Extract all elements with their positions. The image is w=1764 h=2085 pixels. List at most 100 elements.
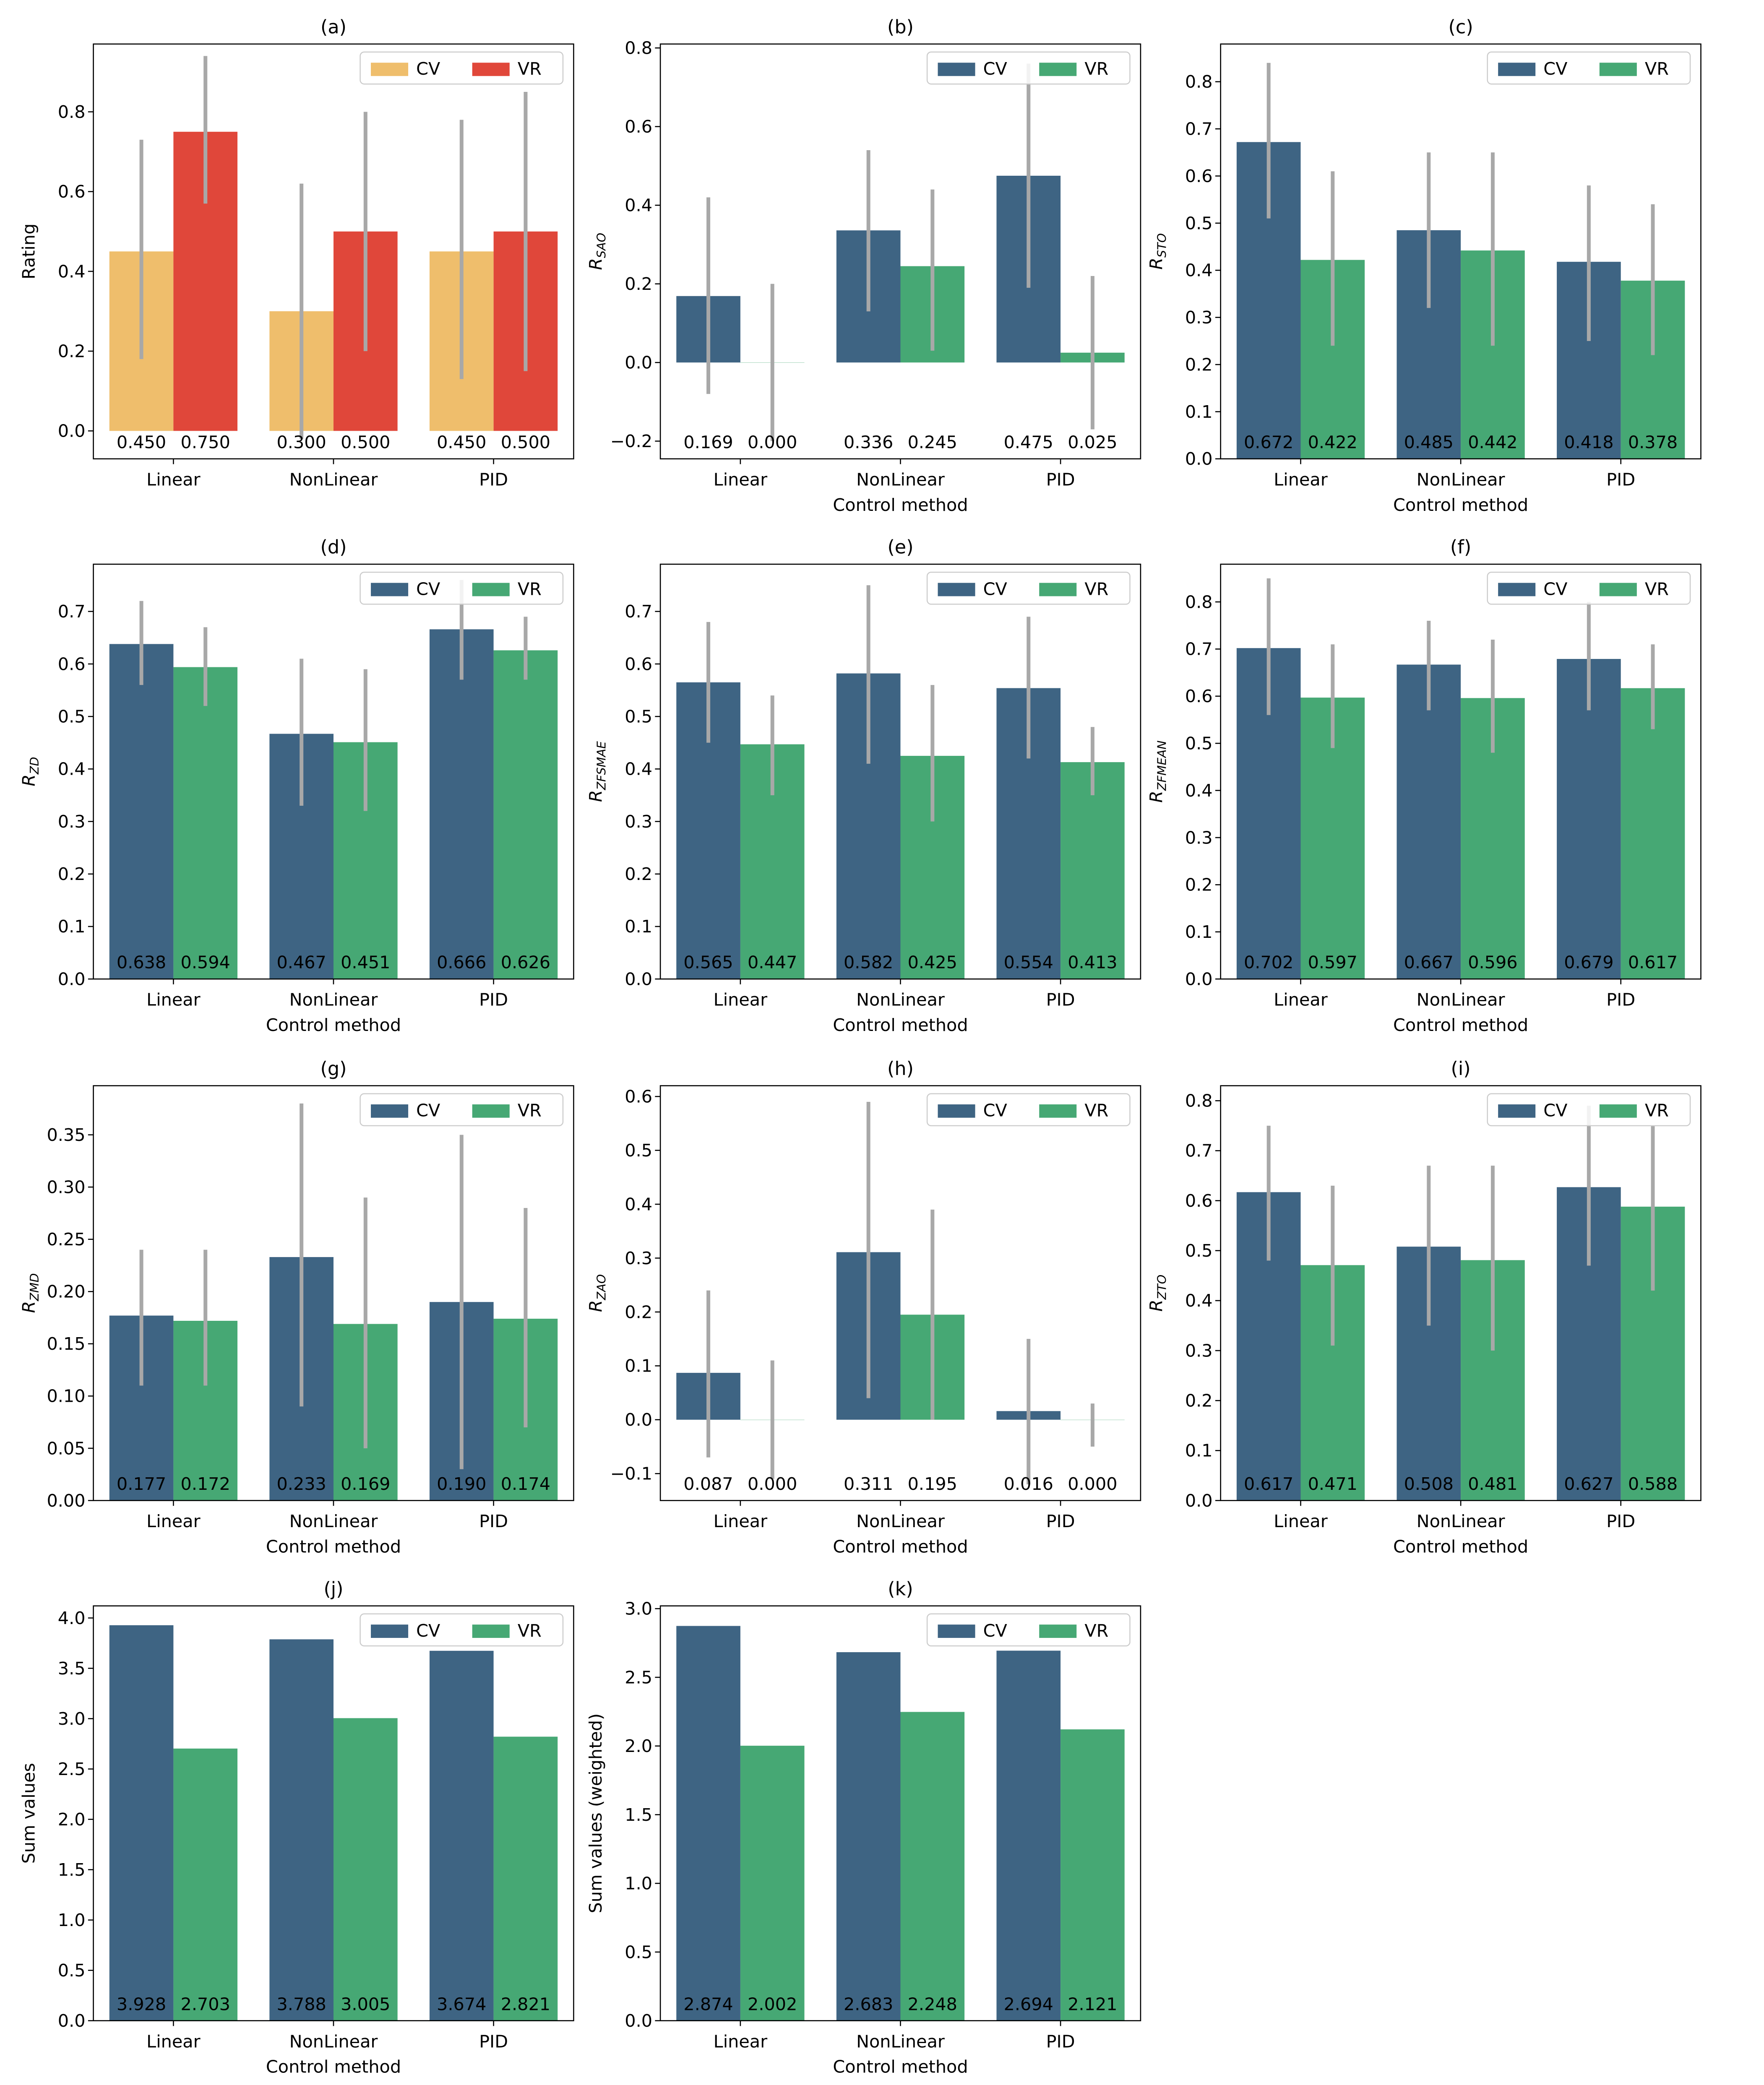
y-tick-label: 0.0 <box>625 353 652 373</box>
x-tick-label-nonlinear: NonLinear <box>289 1511 378 1531</box>
y-tick-label: 0.1 <box>1185 922 1213 942</box>
y-axis-label-subscript: ZD <box>27 757 42 775</box>
bar-vr-pid <box>1060 762 1125 979</box>
y-tick-label: 0.6 <box>625 1087 652 1107</box>
legend-label-cv: CV <box>416 579 440 599</box>
y-tick-label: 3.5 <box>58 1658 86 1679</box>
y-axis-label: RZFSMAE <box>586 741 609 802</box>
y-tick-label: 0.6 <box>625 117 652 137</box>
bar-vr-linear <box>173 1748 238 2021</box>
x-tick-label-pid: PID <box>479 2031 508 2051</box>
y-tick-label: 0.8 <box>1185 72 1213 92</box>
x-tick-label-linear: Linear <box>1274 1511 1327 1531</box>
value-label-cv-nonlinear: 0.667 <box>1404 953 1454 973</box>
legend-swatch-cv <box>371 1104 409 1118</box>
value-label-vr-pid: 0.626 <box>501 953 550 973</box>
panel-i: 0.617 0.508 0.627 0.471 0.481 0.588 0.0 0.1 0.2 0… <box>1146 1058 1701 1557</box>
y-axis-label-main: R <box>1146 1299 1166 1312</box>
y-axis-label-main: R <box>586 1300 606 1312</box>
y-tick-label: 0.7 <box>1185 119 1213 139</box>
panel-title: (k) <box>888 1578 913 1600</box>
bar-cv-nonlinear <box>269 1639 334 2021</box>
legend-label-cv: CV <box>1543 1101 1567 1121</box>
value-label-vr-linear: 0.000 <box>748 432 797 452</box>
bar-vr-pid <box>1621 688 1685 979</box>
value-label-cv-linear: 0.450 <box>117 432 166 452</box>
x-tick-label-nonlinear: NonLinear <box>856 2031 945 2051</box>
y-tick-label: 0.4 <box>625 1194 652 1214</box>
y-tick-label: 0.6 <box>625 654 652 674</box>
legend-label-vr: VR <box>518 1621 542 1641</box>
y-tick-label: 0.5 <box>58 706 86 726</box>
panel-title: (f) <box>1450 537 1471 558</box>
y-tick-label: −0.2 <box>610 431 652 451</box>
value-label-vr-nonlinear: 0.195 <box>908 1474 957 1494</box>
bar-cv-linear <box>676 1626 740 2021</box>
legend-swatch-vr <box>1039 1624 1077 1638</box>
y-tick-label: 0.5 <box>1185 734 1213 754</box>
panel-title: (d) <box>320 537 347 558</box>
legend-swatch-vr <box>1039 583 1077 596</box>
value-label-vr-pid: 2.121 <box>1068 1994 1117 2014</box>
y-tick-label: 0.4 <box>58 261 86 281</box>
legend-label-cv: CV <box>416 1621 440 1641</box>
legend: CV VR <box>360 1093 564 1127</box>
value-label-vr-nonlinear: 0.425 <box>908 953 957 973</box>
y-tick-label: 0.4 <box>625 195 652 216</box>
y-tick-label: 0.4 <box>1185 781 1213 801</box>
value-label-vr-nonlinear: 0.245 <box>908 432 957 452</box>
bar-vr-pid <box>493 650 558 979</box>
x-tick-label-pid: PID <box>1046 2031 1075 2051</box>
y-tick-label: 0.7 <box>1185 639 1213 659</box>
panel-title: (j) <box>323 1578 343 1600</box>
value-label-vr-pid: 0.174 <box>501 1474 550 1494</box>
value-label-cv-pid: 2.694 <box>1004 1994 1053 2014</box>
value-label-cv-linear: 0.087 <box>683 1474 733 1494</box>
x-tick-label-linear: Linear <box>146 1511 200 1531</box>
y-tick-label: 2.5 <box>58 1759 86 1779</box>
legend-swatch-cv <box>1498 583 1536 596</box>
x-tick-label-linear: Linear <box>714 2031 767 2051</box>
x-tick-label-nonlinear: NonLinear <box>1417 1511 1505 1531</box>
panel-j: 3.928 3.788 3.674 2.703 3.005 2.821 0.0 0.5 1.0 1… <box>19 1578 574 2077</box>
legend-swatch-vr <box>472 1624 510 1638</box>
y-tick-label: 3.0 <box>58 1709 86 1729</box>
legend-label-cv: CV <box>983 1621 1007 1641</box>
legend-swatch-vr <box>472 62 510 76</box>
y-tick-label: 0.2 <box>58 341 86 361</box>
panel-title: (e) <box>887 537 913 558</box>
x-tick-label-pid: PID <box>479 990 508 1010</box>
y-tick-label: 0.0 <box>1185 969 1213 989</box>
panel-a: 0.450 0.300 0.450 0.750 0.500 0.500 0.0 0.2 0.4 0… <box>19 17 574 490</box>
bar-cv-nonlinear <box>836 1652 901 2021</box>
bar-cv-pid <box>429 629 494 979</box>
y-tick-label: 0.10 <box>47 1386 85 1406</box>
value-label-vr-nonlinear: 0.169 <box>341 1474 390 1494</box>
y-tick-label: 1.0 <box>58 1910 86 1930</box>
value-label-vr-pid: 0.000 <box>1068 1474 1117 1494</box>
y-tick-label: 0.1 <box>625 916 652 937</box>
value-label-cv-nonlinear: 0.311 <box>844 1474 893 1494</box>
bar-cv-pid <box>429 1650 494 2021</box>
y-tick-label: 0.0 <box>1185 1491 1213 1511</box>
value-label-cv-pid: 0.679 <box>1564 953 1613 973</box>
bar-vr-nonlinear <box>900 1712 965 2021</box>
y-tick-label: 0.0 <box>58 969 86 989</box>
value-label-cv-pid: 0.418 <box>1564 432 1613 452</box>
panel-title: (a) <box>320 17 347 38</box>
y-tick-label: 0.5 <box>625 706 652 726</box>
y-tick-label: 0.30 <box>47 1177 85 1197</box>
y-tick-label: 0.0 <box>1185 449 1213 469</box>
legend-swatch-vr <box>1599 1104 1637 1118</box>
legend-frame <box>926 1613 1131 1647</box>
panel-title: (g) <box>320 1058 347 1080</box>
value-label-vr-linear: 0.597 <box>1308 953 1358 973</box>
legend-swatch-cv <box>1498 1104 1536 1118</box>
panel-e: 0.565 0.582 0.554 0.447 0.425 0.413 0.0 0.1 0.2 0… <box>586 537 1141 1035</box>
legend-frame <box>360 1613 564 1647</box>
y-tick-label: 0.6 <box>1185 166 1213 186</box>
y-tick-label: 0.7 <box>625 601 652 622</box>
y-axis-label: Rating <box>19 224 39 279</box>
legend-frame <box>926 51 1131 85</box>
panel-title: (b) <box>887 17 914 38</box>
